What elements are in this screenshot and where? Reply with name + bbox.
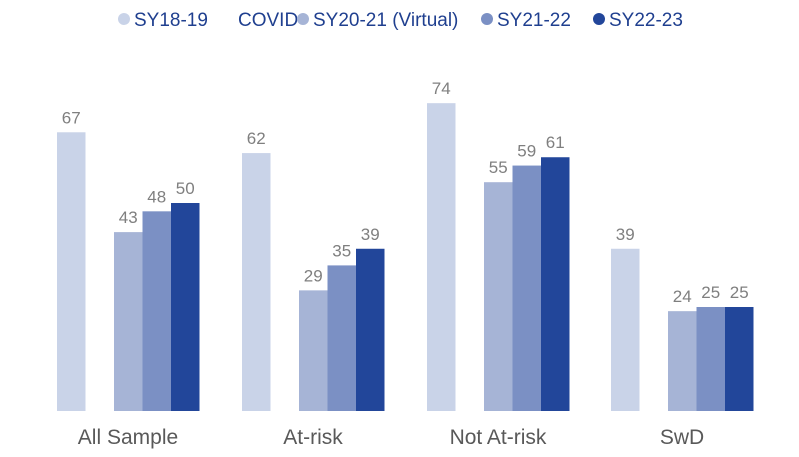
- data-label: 61: [546, 133, 565, 152]
- bar-sy21-22-3: [696, 307, 725, 411]
- category-label: At-risk: [283, 426, 343, 449]
- category-labels: All Sample At-risk Not At-risk SwD: [78, 426, 704, 449]
- data-label: 67: [62, 108, 81, 127]
- bar-sy22-23-2: [541, 157, 570, 411]
- bar-sy20-21-virtual-3: [668, 311, 697, 411]
- bar-sy21-22-2: [512, 165, 541, 411]
- bar-sy18-19-2: [427, 103, 456, 411]
- bar-sy18-19-1: [242, 153, 271, 411]
- data-label: 55: [489, 158, 508, 177]
- data-label: 59: [517, 142, 536, 161]
- data-label: 24: [673, 287, 692, 306]
- data-label: 25: [701, 283, 720, 302]
- bars: [57, 103, 754, 411]
- legend-entry: SY18-19: [134, 10, 208, 31]
- bar-sy18-19-3: [611, 248, 640, 411]
- data-label: 62: [247, 129, 266, 148]
- bar-sy18-19-0: [57, 132, 86, 411]
- legend-entry: COVID: [238, 10, 298, 31]
- bar-sy22-23-1: [356, 248, 385, 411]
- legend-entry: SY20-21 (Virtual): [313, 10, 458, 31]
- legend-marker: [481, 13, 493, 25]
- data-label: 35: [332, 241, 351, 260]
- data-label: 43: [119, 208, 138, 227]
- legend-entry: SY22-23: [609, 10, 683, 31]
- legend-marker: [118, 13, 130, 25]
- bar-sy21-22-1: [327, 265, 356, 411]
- data-label: 50: [176, 179, 195, 198]
- bar-sy21-22-0: [142, 211, 171, 411]
- legend-entry: SY21-22: [497, 10, 571, 31]
- bar-sy22-23-3: [725, 307, 754, 411]
- data-label: 48: [147, 187, 166, 206]
- category-label: Not At-risk: [450, 426, 547, 449]
- bar-sy20-21-virtual-2: [484, 182, 513, 411]
- data-label: 25: [730, 283, 749, 302]
- bar-sy20-21-virtual-0: [114, 232, 143, 411]
- legend-marker: [593, 13, 605, 25]
- category-label: SwD: [660, 426, 704, 449]
- data-label: 29: [304, 266, 323, 285]
- bar-sy22-23-0: [171, 203, 200, 411]
- data-label: 74: [432, 79, 451, 98]
- legend-marker: [297, 13, 309, 25]
- category-label: All Sample: [78, 426, 178, 449]
- value-labels: 67 62 74 39 43 29 55 24 48 35 59 25 50 39 61 25: [62, 79, 749, 306]
- bar-sy20-21-virtual-1: [299, 290, 328, 411]
- data-label: 39: [361, 225, 380, 244]
- data-label: 39: [616, 225, 635, 244]
- legend: SY18-19 COVID SY20-21 (Virtual) SY21-22 SY22…: [118, 10, 683, 31]
